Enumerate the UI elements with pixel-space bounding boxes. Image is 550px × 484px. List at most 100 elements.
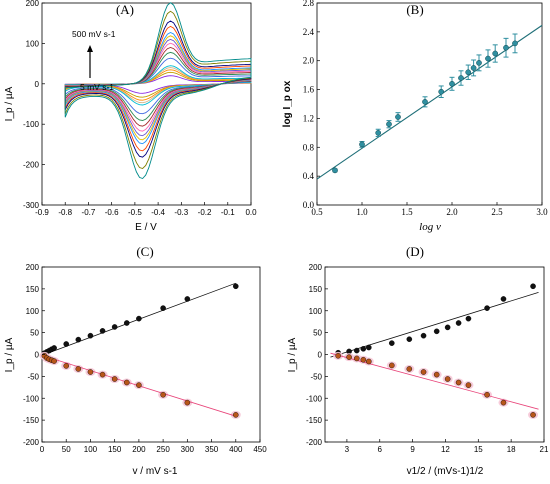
panel-c-ytick-label: -50 (27, 372, 39, 381)
data-point (420, 369, 427, 375)
data-point (136, 315, 142, 322)
annotation-top: 500 mV s-1 (72, 29, 116, 39)
data-point (359, 141, 365, 148)
data-point (420, 332, 427, 339)
panel-d-frame (324, 266, 545, 443)
data-point (433, 328, 440, 335)
data-point (63, 363, 70, 369)
data-point (444, 376, 451, 382)
data-point (335, 353, 341, 359)
panel-c-ticks: 0 50 100 150 200 250 300 350 400 450 -200 -150 -100 -… (23, 263, 267, 454)
data-point (386, 121, 392, 128)
data-point (87, 369, 94, 375)
data-point (160, 305, 166, 311)
panel-a-ytick-label: -200 (23, 161, 40, 170)
panel-b-ytick-label: 1.6 (303, 85, 315, 95)
panel-d-xtick-label: 9 (410, 445, 415, 454)
panel-d-plot (330, 283, 539, 419)
data-point (470, 65, 477, 71)
data-point (111, 324, 118, 330)
panel-a-xtick-label: -0.2 (198, 208, 212, 217)
data-point (388, 362, 395, 369)
data-point (184, 399, 191, 406)
panel-d-ytick-label: 0 (318, 351, 323, 360)
panel-d-xtick-label: 18 (507, 445, 516, 454)
panel-d-ytick-label: 200 (309, 263, 323, 272)
panel-b-ytick-label: 0.8 (303, 142, 315, 152)
panel-a-ylabel: I_p / µA (4, 86, 15, 121)
panel-a-ytick-label: -300 (23, 201, 40, 210)
panel-b-ylabel: log I_p ox (282, 80, 293, 127)
data-point (444, 324, 451, 331)
panel-d-xtick-label: 21 (540, 445, 549, 454)
panel-d-ytick-label: -150 (306, 416, 323, 425)
panel-b-xtick-label: 1.5 (401, 207, 413, 217)
data-point (75, 336, 82, 343)
panel-b-ticks: 0.5 1.0 1.5 2.0 2.5 3.0 0.0 0.4 0.8 1.2 1.6 2.0 2.4 2… (303, 0, 548, 217)
panel-a-ytick-label: 200 (26, 0, 40, 8)
panel-b-xtick-label: 0.5 (311, 207, 323, 217)
panel-a-xtick-label: -0.1 (221, 208, 235, 217)
data-point (51, 345, 57, 351)
data-point (51, 358, 57, 364)
data-point (123, 320, 130, 326)
panel-c-label: (C) (136, 244, 153, 259)
panel-b-xtick-label: 1.0 (356, 207, 368, 217)
panel-d-ytick-label: -200 (306, 438, 323, 447)
panel-b-frame (316, 2, 543, 206)
data-point (111, 376, 118, 382)
panel-a-ticks: -0.9 -0.8 -0.7 -0.6 -0.5 -0.4 -0.3 -0.2 -0.1 0.0 -… (23, 0, 257, 217)
data-point (360, 346, 367, 352)
panel-c-xtick-label: 450 (253, 445, 267, 454)
panel-b-xtick-label: 2.0 (446, 207, 458, 217)
panel-d-xlabel: v1/2 / (mVs-1)1/2 (407, 466, 484, 477)
data-point (360, 356, 367, 363)
cv-curve (64, 2, 252, 180)
data-point (75, 366, 82, 372)
data-point (184, 296, 191, 302)
data-point (485, 55, 491, 62)
annotation-bottom: 5 mV s-1 (80, 82, 114, 92)
panel-c-ytick-label: -150 (23, 416, 40, 425)
fit-line (330, 291, 539, 358)
data-point (500, 399, 507, 406)
panel-b-ytick-label: 2.0 (303, 56, 315, 66)
scan-rate-arrowhead (87, 45, 93, 52)
data-point (433, 371, 440, 378)
panel-a-xtick-label: -0.3 (174, 208, 188, 217)
data-point (484, 305, 490, 311)
panel-d: (D) 3 6 9 12 15 18 21 -200 -150 -100 -50 0 50 100 150 2… (287, 244, 549, 477)
data-point (465, 382, 472, 388)
panel-b-xlabel: log v (419, 221, 441, 233)
panel-b-plot (316, 24, 543, 180)
panel-a-xtick-label: -0.9 (35, 208, 49, 217)
panel-c-ytick-label: 200 (26, 263, 40, 272)
data-point (353, 347, 360, 354)
panel-a-label: (A) (116, 2, 134, 17)
panel-a-xtick-label: -0.5 (128, 208, 142, 217)
panel-c-ytick-label: -200 (23, 438, 40, 447)
data-point (406, 336, 413, 342)
data-point (388, 340, 395, 346)
panel-c-xtick-label: 400 (229, 445, 243, 454)
panel-c-ytick-label: -100 (23, 394, 40, 403)
data-point (160, 391, 166, 398)
data-point (406, 366, 413, 372)
panel-d-xtick-label: 6 (378, 445, 383, 454)
data-point (492, 50, 499, 57)
panel-a-xtick-label: -0.4 (151, 208, 165, 217)
panel-d-ylabel: I_p / µA (287, 337, 298, 372)
panel-a-xtick-label: -0.6 (105, 208, 119, 217)
panel-d-ytick-label: 50 (313, 329, 322, 338)
data-point (530, 412, 536, 418)
data-point (449, 80, 455, 87)
panel-d-ticks: 3 6 9 12 15 18 21 -200 -150 -100 -50 0 50 100 150 200 (306, 263, 549, 454)
panel-a-ytick-label: 0 (35, 80, 40, 89)
data-point (484, 391, 490, 398)
panel-c-xlabel: v / mV s-1 (132, 466, 177, 477)
data-point (503, 44, 509, 51)
data-point (512, 40, 518, 47)
panel-c-xtick-label: 0 (40, 445, 45, 454)
data-point (530, 283, 536, 290)
